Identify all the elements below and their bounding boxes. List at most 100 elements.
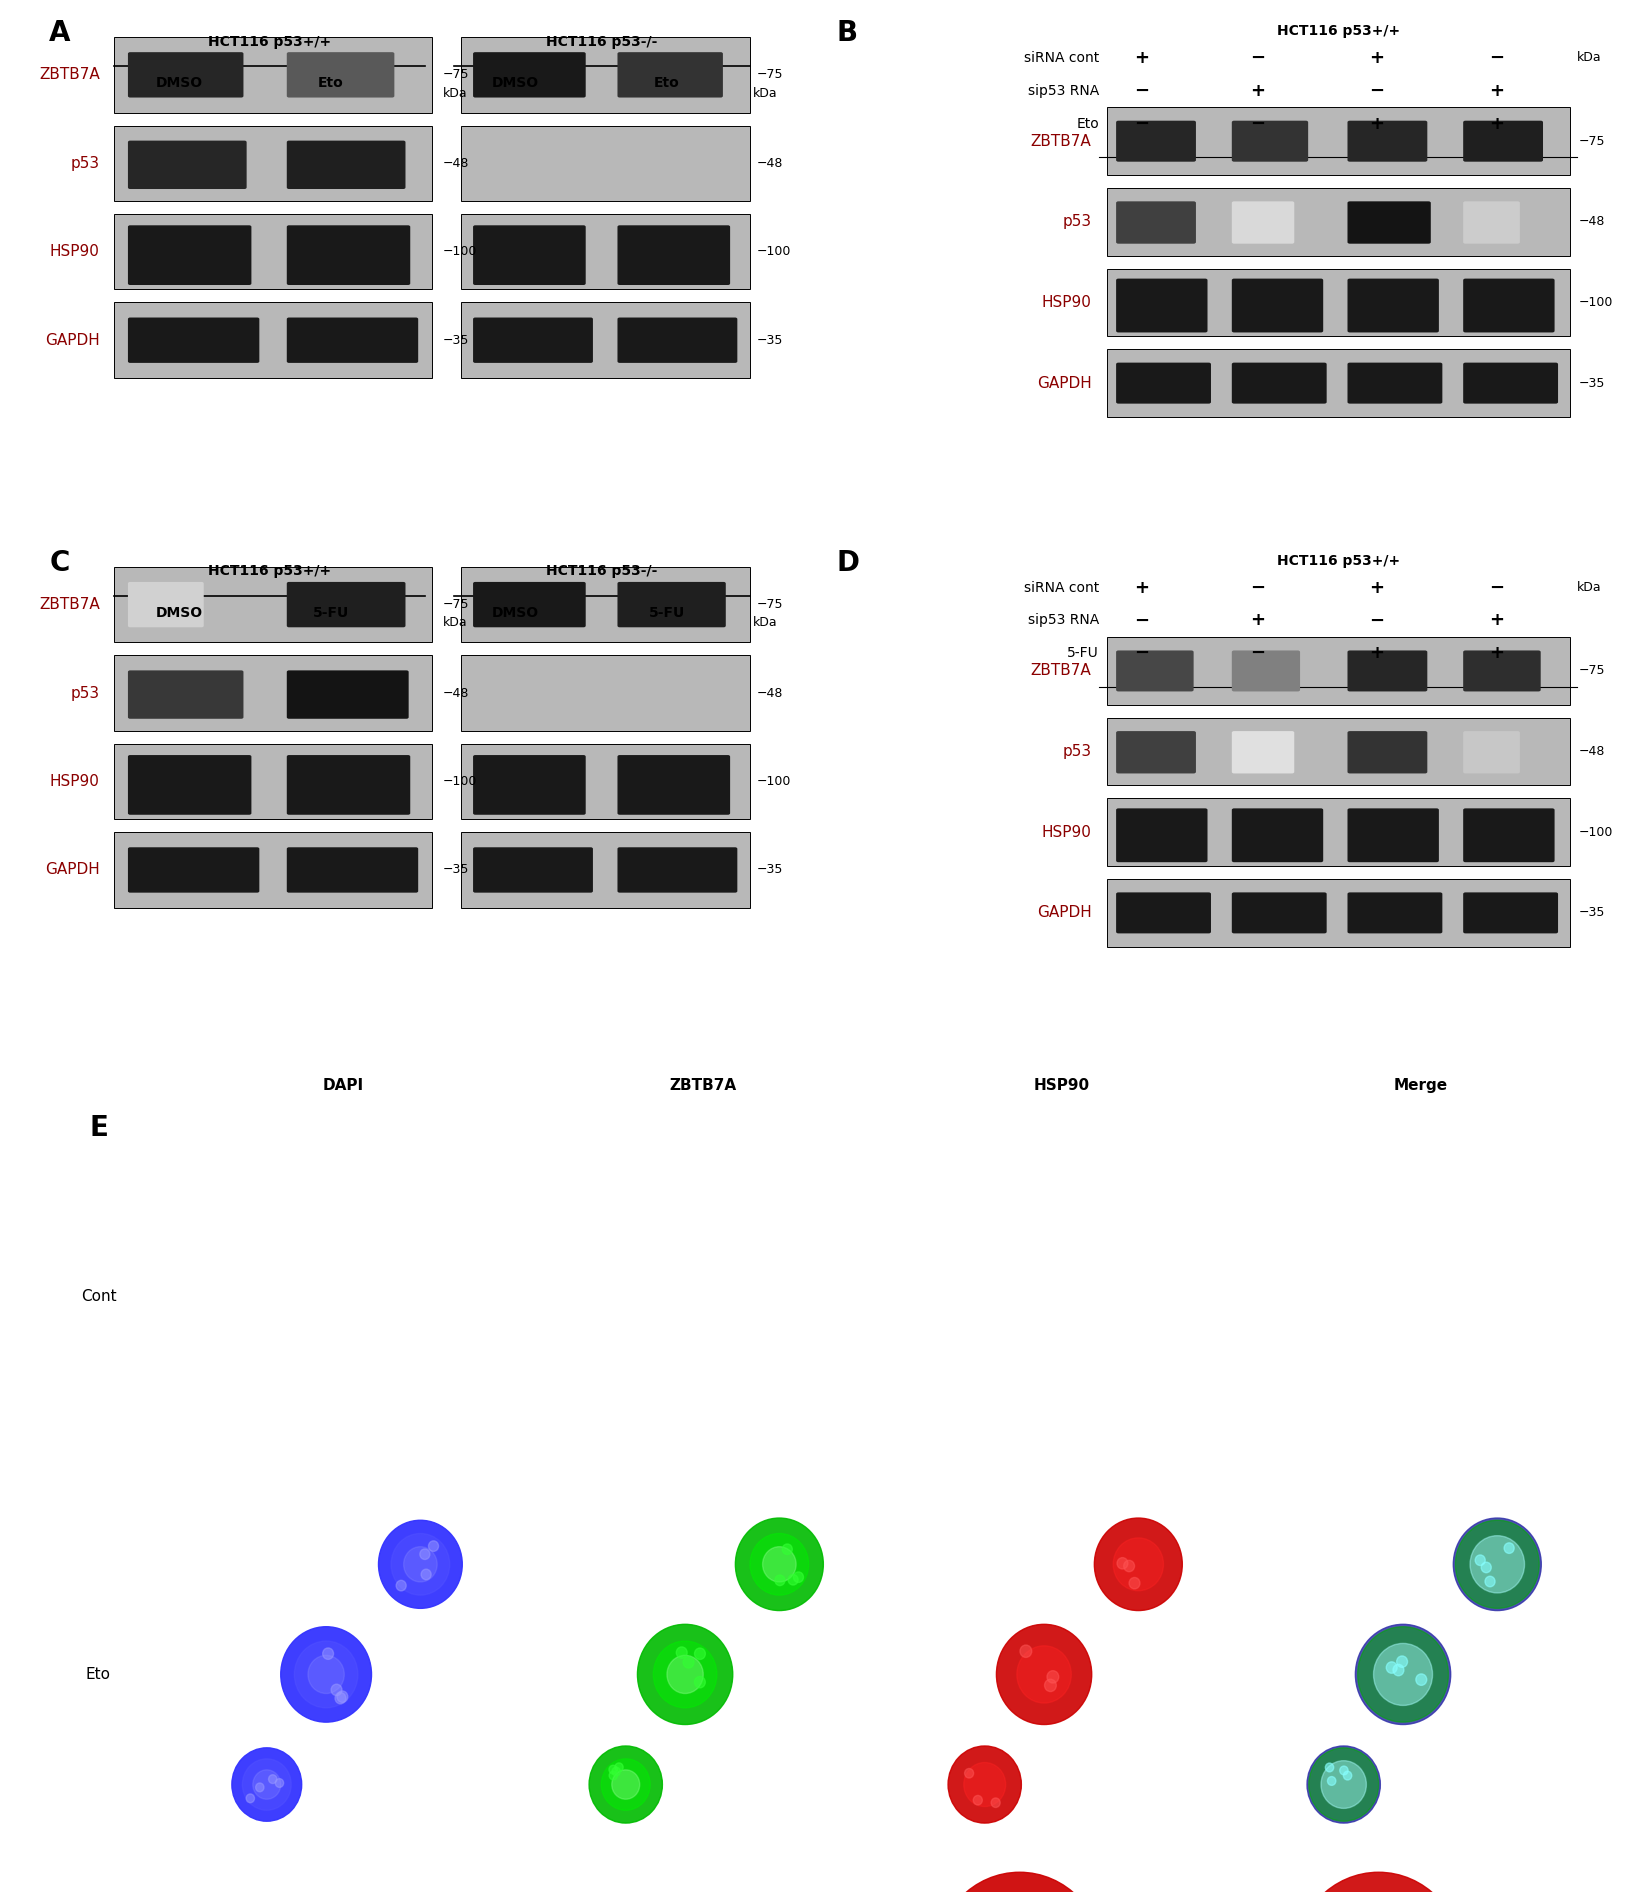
Text: DMSO: DMSO [491,76,538,91]
Circle shape [246,1794,254,1803]
FancyBboxPatch shape [1232,121,1308,161]
Bar [115,744,432,819]
FancyBboxPatch shape [1464,121,1543,161]
Circle shape [1475,1555,1485,1565]
FancyBboxPatch shape [1116,651,1193,691]
Circle shape [1482,1563,1492,1572]
FancyBboxPatch shape [473,848,592,893]
Circle shape [331,1684,341,1695]
FancyBboxPatch shape [1232,201,1295,244]
Circle shape [404,1546,437,1582]
Circle shape [683,1657,694,1669]
Circle shape [1416,1674,1426,1686]
Text: −: − [1488,579,1503,596]
Text: kDa: kDa [753,617,778,630]
FancyBboxPatch shape [1464,201,1520,244]
Text: −35: −35 [443,333,469,346]
Text: DAPI: DAPI [323,1078,364,1092]
Circle shape [335,1693,346,1705]
Bar [1106,638,1570,706]
Circle shape [391,1534,450,1595]
Text: E: E [89,1114,108,1143]
Circle shape [609,1771,617,1780]
Text: sip53 RNA: sip53 RNA [1027,83,1099,98]
Text: ZBTB7A: ZBTB7A [39,598,100,613]
Circle shape [991,1797,1001,1807]
Circle shape [973,1796,983,1805]
Text: −48: −48 [443,687,469,700]
Bar [461,303,750,378]
FancyBboxPatch shape [1464,651,1541,691]
Text: −: − [1488,49,1503,66]
Text: HCT116 p53+/+: HCT116 p53+/+ [208,34,331,49]
Circle shape [615,1763,624,1771]
FancyBboxPatch shape [1116,363,1211,403]
Text: −100: −100 [443,776,478,787]
Circle shape [428,1540,438,1551]
Circle shape [1344,1771,1352,1780]
Circle shape [694,1676,706,1688]
Circle shape [589,1746,663,1824]
Circle shape [1456,1521,1539,1608]
FancyBboxPatch shape [287,140,405,189]
Text: p53: p53 [71,155,100,170]
Text: C: C [49,549,69,577]
Text: −100: −100 [1579,295,1613,308]
Circle shape [666,1656,704,1693]
Text: −75: −75 [1579,134,1605,148]
Circle shape [676,1646,688,1659]
Text: +: + [1488,645,1503,662]
Bar [461,744,750,819]
Text: −100: −100 [757,776,791,787]
Text: −75: −75 [1579,664,1605,677]
FancyBboxPatch shape [1116,201,1196,244]
Circle shape [231,1748,302,1822]
FancyBboxPatch shape [1232,893,1326,933]
Text: +: + [1369,579,1385,596]
FancyBboxPatch shape [1464,278,1554,333]
Circle shape [653,1640,717,1708]
Circle shape [420,1550,430,1559]
Text: ZBTB7A: ZBTB7A [670,1078,737,1092]
FancyBboxPatch shape [473,755,586,815]
Text: p53: p53 [71,685,100,700]
Text: +: + [1369,49,1385,66]
FancyBboxPatch shape [1232,363,1326,403]
Circle shape [1454,1517,1541,1610]
FancyBboxPatch shape [128,583,203,628]
FancyBboxPatch shape [287,583,405,628]
FancyBboxPatch shape [287,225,410,286]
Circle shape [1129,1578,1140,1589]
FancyBboxPatch shape [287,670,409,719]
Bar [115,214,432,289]
Circle shape [948,1746,1021,1824]
Text: A: A [49,19,71,47]
Circle shape [794,1572,804,1582]
FancyBboxPatch shape [473,583,586,628]
FancyBboxPatch shape [287,53,394,98]
FancyBboxPatch shape [1464,893,1557,933]
FancyBboxPatch shape [287,318,418,363]
Bar [461,832,750,908]
Circle shape [1047,1671,1058,1684]
Text: −: − [1369,81,1385,100]
Circle shape [1045,1680,1057,1691]
Circle shape [281,1627,371,1722]
FancyBboxPatch shape [128,848,259,893]
Text: HSP90: HSP90 [1042,825,1091,840]
FancyBboxPatch shape [617,53,724,98]
Bar [1106,269,1570,337]
Text: ZBTB7A: ZBTB7A [1031,664,1091,679]
Text: siRNA cont: siRNA cont [1024,581,1099,594]
Circle shape [395,1580,407,1591]
Text: +: + [1134,579,1149,596]
FancyBboxPatch shape [1116,893,1211,933]
FancyBboxPatch shape [287,848,418,893]
Bar [461,568,750,643]
Text: kDa: kDa [443,617,468,630]
Text: −: − [1134,81,1149,100]
Circle shape [1470,1536,1524,1593]
FancyBboxPatch shape [1232,278,1323,333]
Text: −: − [1250,115,1265,132]
Circle shape [1017,1646,1072,1703]
